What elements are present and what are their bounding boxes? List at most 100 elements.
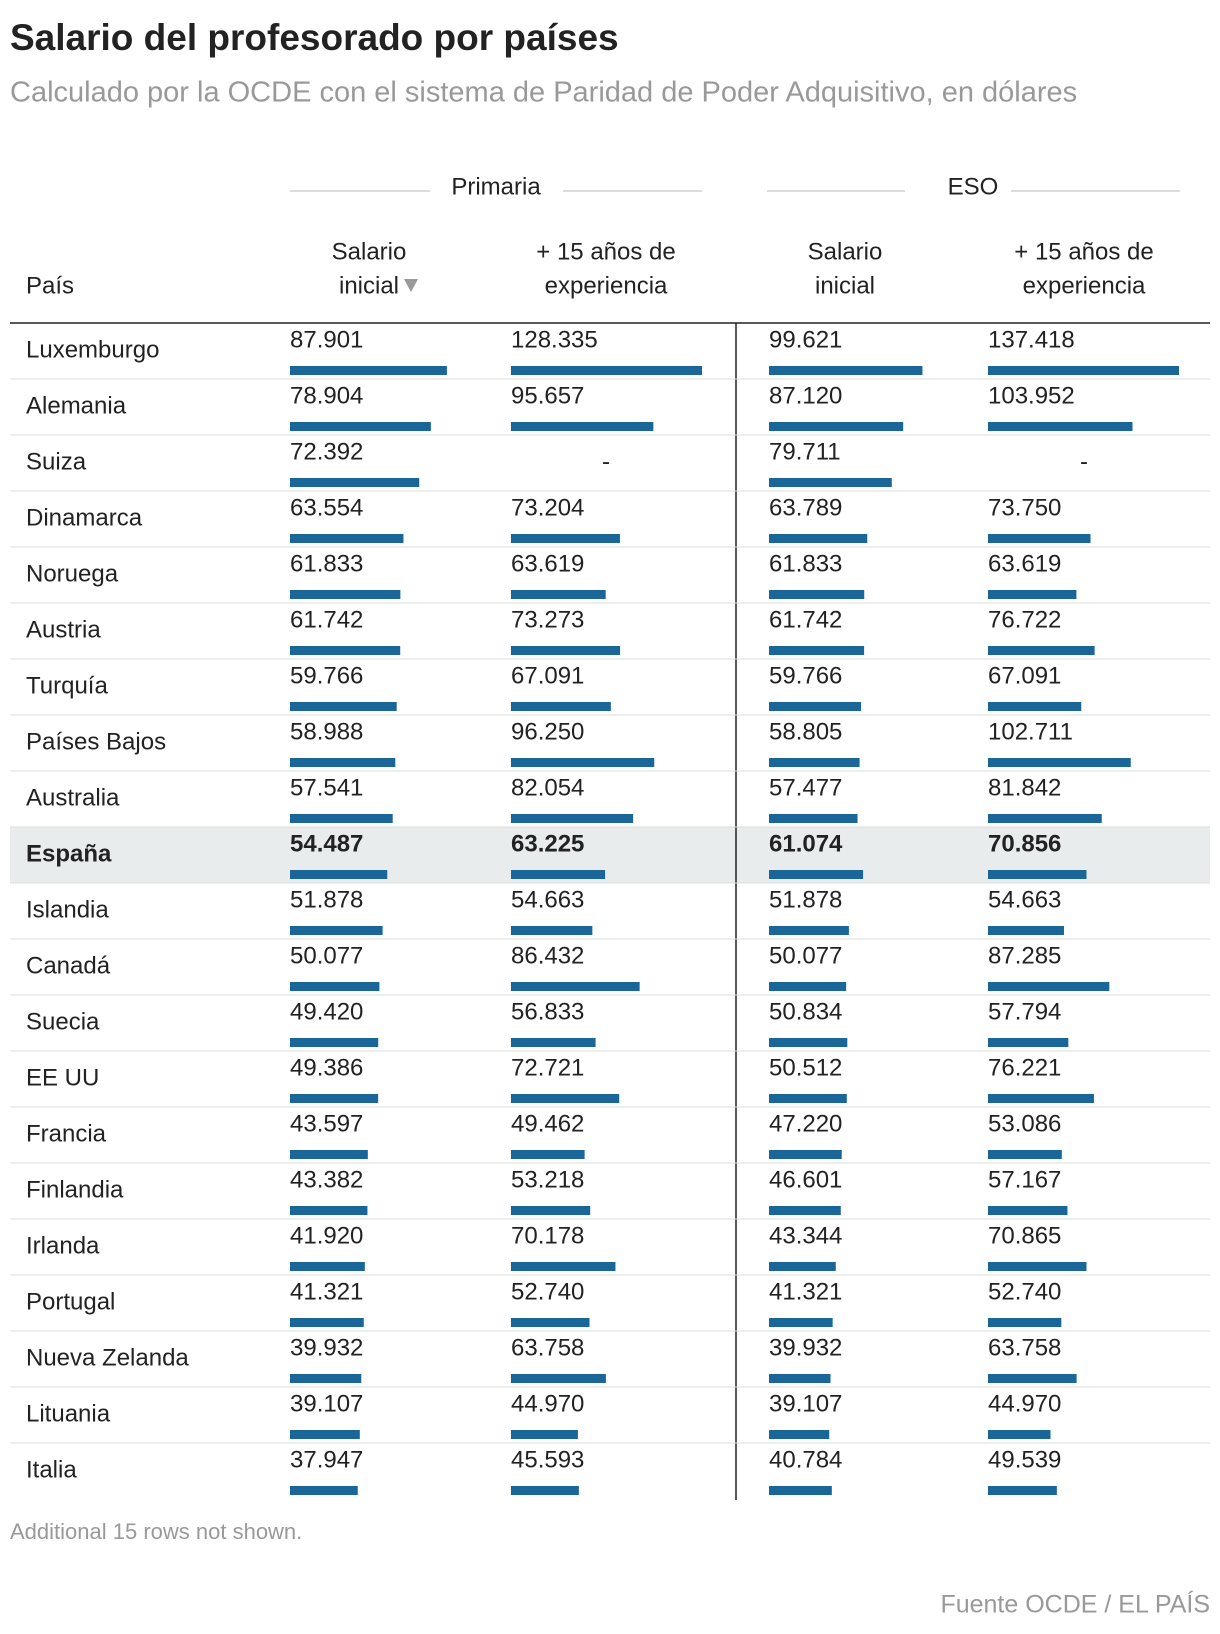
bar [290,646,401,655]
bar [511,1430,578,1439]
cell-value: 78.904 [290,382,363,409]
bar [988,814,1102,823]
bar [511,814,634,823]
country: Islandia [26,896,109,923]
cell-value: 87.901 [290,326,363,353]
column-header: Salario [332,238,407,265]
bar [290,982,380,991]
cell-value: 79.711 [769,438,841,465]
cell-value: 58.988 [290,718,363,745]
bar [769,366,923,375]
cell-value: 44.970 [988,1390,1061,1417]
cell-value: 50.834 [769,998,842,1025]
cell-value: 54.663 [511,886,584,913]
country: Francia [26,1120,107,1147]
cell-value: 76.722 [988,606,1061,633]
bar [290,366,447,375]
bar [511,1262,616,1271]
bar [511,1038,596,1047]
bar [769,1318,833,1327]
cell-value: 43.382 [290,1166,363,1193]
cell-value: 59.766 [769,662,842,689]
cell-value: 49.386 [290,1054,363,1081]
sort-indicator[interactable] [404,279,418,292]
bar [988,590,1077,599]
cell-value: 49.420 [290,998,363,1025]
cell-value: 61.833 [290,550,363,577]
country: Finlandia [26,1176,124,1203]
bar [988,1150,1062,1159]
bar [769,702,862,711]
cell-value: 128.335 [511,326,598,353]
bar [769,814,858,823]
country: España [26,840,112,867]
cell-value: 39.107 [769,1390,842,1417]
cell-value: 70.865 [988,1222,1061,1249]
cell-value: 102.711 [988,718,1073,745]
bar [511,1094,620,1103]
country: Canadá [26,952,111,979]
cell-value: 39.107 [290,1390,363,1417]
cell-value: 73.750 [988,494,1061,521]
cell-value: 61.742 [769,606,842,633]
country: Suiza [26,448,87,475]
cell-value: 54.663 [988,886,1061,913]
bar [290,870,388,879]
cell-value: 43.344 [769,1222,842,1249]
bar [290,1094,379,1103]
cell-value: 41.920 [290,1222,363,1249]
bar [769,1150,842,1159]
group-header: Primaria [451,173,541,200]
cell-value: 49.539 [988,1446,1061,1473]
bar [988,1374,1077,1383]
country: Turquía [26,672,108,699]
bar [290,1150,368,1159]
cell-value: 46.601 [769,1166,842,1193]
bar [769,1486,832,1495]
bar [511,1318,590,1327]
bar [290,534,404,543]
bar [511,1206,591,1215]
bar [988,1262,1087,1271]
bar [290,1206,368,1215]
cell-value: 45.593 [511,1446,584,1473]
cell-value: 37.947 [290,1446,363,1473]
bar [769,758,860,767]
cell-value: 56.833 [511,998,584,1025]
cell-value: 58.805 [769,718,842,745]
bar [988,870,1087,879]
column-header: País [26,272,74,299]
bar [988,534,1091,543]
bar [290,1486,358,1495]
cell-value: 63.554 [290,494,363,521]
bar [290,926,383,935]
cell-value: 57.477 [769,774,842,801]
cell-value: 43.597 [290,1110,363,1137]
cell-value: 50.077 [290,942,363,969]
bar [511,366,702,375]
cell-value: 95.657 [511,382,584,409]
source: Fuente OCDE / EL PAÍS [940,1590,1210,1619]
cell-value: 82.054 [511,774,584,801]
bar [988,758,1131,767]
cell-value: 61.742 [290,606,363,633]
cell-value: 63.789 [769,494,842,521]
cell-value: 72.721 [511,1054,584,1081]
column-header: + 15 años de [536,238,675,265]
cell-value: 51.878 [290,886,363,913]
cell-value: 53.086 [988,1110,1061,1137]
cell-value: 41.321 [290,1278,363,1305]
cell-value: 57.794 [988,998,1061,1025]
bar [290,1038,379,1047]
cell-value: 41.321 [769,1278,842,1305]
bar [290,422,431,431]
bar [290,1430,360,1439]
cell-value: 70.178 [511,1222,584,1249]
bar [290,590,401,599]
column-header: inicial [339,272,399,299]
bar [988,702,1082,711]
cell-value: 99.621 [769,326,842,353]
column-header: experiencia [1023,272,1146,299]
bar [511,1150,585,1159]
title: Salario del profesorado por países [10,17,619,58]
